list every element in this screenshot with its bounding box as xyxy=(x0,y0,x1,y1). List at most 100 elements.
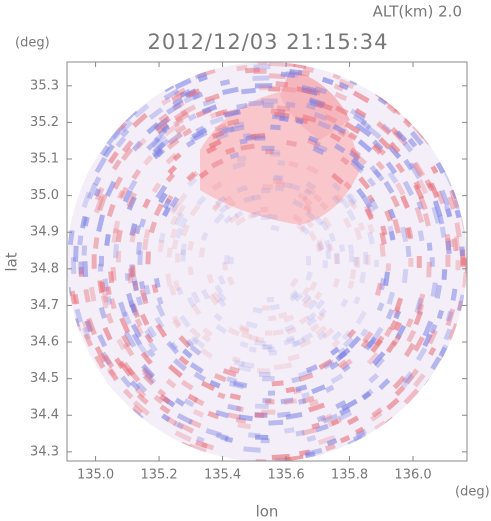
speckle xyxy=(301,196,313,207)
speckle xyxy=(342,336,354,348)
speckle xyxy=(224,200,236,210)
speckle xyxy=(191,127,208,140)
speckle xyxy=(135,325,144,336)
speckle xyxy=(253,64,271,70)
speckle xyxy=(129,228,138,243)
speckle xyxy=(297,398,307,405)
speckle xyxy=(82,261,89,278)
speckle xyxy=(400,195,410,209)
speckle xyxy=(129,303,138,314)
speckle xyxy=(211,181,223,191)
speckle xyxy=(405,318,414,328)
speckle xyxy=(284,427,295,434)
speckle xyxy=(102,354,115,369)
speckle xyxy=(201,104,218,115)
speckle xyxy=(96,214,105,233)
y-tick-label: 35.0 xyxy=(30,188,59,203)
speckle xyxy=(155,303,166,318)
speckle xyxy=(176,192,188,206)
speckle xyxy=(406,111,416,121)
speckle xyxy=(386,103,398,115)
speckle xyxy=(327,417,342,428)
speckle xyxy=(333,83,345,92)
speckle xyxy=(146,348,156,358)
speckle xyxy=(226,276,235,286)
speckle xyxy=(235,405,244,412)
speckle xyxy=(395,130,408,143)
speckle xyxy=(198,169,209,179)
speckle xyxy=(135,296,144,306)
speckle xyxy=(94,354,106,369)
speckle xyxy=(422,212,431,227)
speckle xyxy=(371,326,384,342)
speckle xyxy=(213,312,223,322)
speckle xyxy=(100,145,110,157)
speckle xyxy=(239,326,250,335)
speckle xyxy=(180,104,197,116)
speckle xyxy=(385,340,398,354)
speckle xyxy=(172,318,181,329)
speckle xyxy=(206,273,214,284)
speckle xyxy=(123,330,137,348)
speckle xyxy=(142,238,149,251)
speckle xyxy=(82,320,91,333)
speckle xyxy=(262,305,270,311)
speckle xyxy=(69,290,77,305)
speckle xyxy=(404,368,419,385)
speckle xyxy=(430,356,442,371)
speckle xyxy=(300,332,314,342)
speckle xyxy=(252,306,263,314)
speckle xyxy=(375,160,385,171)
speckle xyxy=(318,358,333,370)
speckle xyxy=(305,210,316,221)
speckle xyxy=(261,214,270,221)
speckle xyxy=(301,286,311,297)
speckle xyxy=(155,184,168,200)
speckle xyxy=(135,137,147,150)
speckle xyxy=(74,308,84,323)
speckle xyxy=(379,243,386,257)
speckle xyxy=(175,111,190,124)
speckle xyxy=(305,256,312,266)
speckle xyxy=(322,260,328,269)
speckle xyxy=(189,204,201,217)
speckle xyxy=(187,240,195,251)
speckle xyxy=(439,189,450,207)
speckle xyxy=(329,361,340,371)
speckle xyxy=(406,329,417,343)
speckle xyxy=(443,328,453,341)
speckle xyxy=(157,239,165,253)
speckle xyxy=(105,180,117,198)
speckle xyxy=(365,202,375,213)
speckle xyxy=(227,403,242,412)
speckle xyxy=(142,198,151,209)
speckle xyxy=(291,340,301,348)
speckle xyxy=(211,291,222,303)
speckle xyxy=(302,297,314,308)
speckle xyxy=(161,413,171,422)
speckle xyxy=(315,299,326,310)
speckle xyxy=(239,138,248,145)
speckle xyxy=(385,263,392,272)
speckle xyxy=(402,118,413,128)
speckle xyxy=(223,195,233,204)
speckle xyxy=(378,378,391,391)
speckle xyxy=(321,327,335,340)
speckle xyxy=(314,216,324,226)
speckle xyxy=(305,364,318,374)
speckle xyxy=(340,298,349,308)
speckle xyxy=(332,124,347,135)
speckle xyxy=(143,228,151,239)
speckle xyxy=(98,306,107,319)
speckle xyxy=(339,406,351,417)
speckle xyxy=(299,338,312,348)
speckle xyxy=(304,451,316,459)
speckle xyxy=(253,68,267,75)
speckle xyxy=(204,93,220,103)
speckle xyxy=(198,247,206,258)
speckle xyxy=(349,150,361,161)
speckle xyxy=(81,191,92,209)
speckle xyxy=(422,333,433,348)
speckle xyxy=(176,421,195,434)
speckle xyxy=(403,158,414,171)
